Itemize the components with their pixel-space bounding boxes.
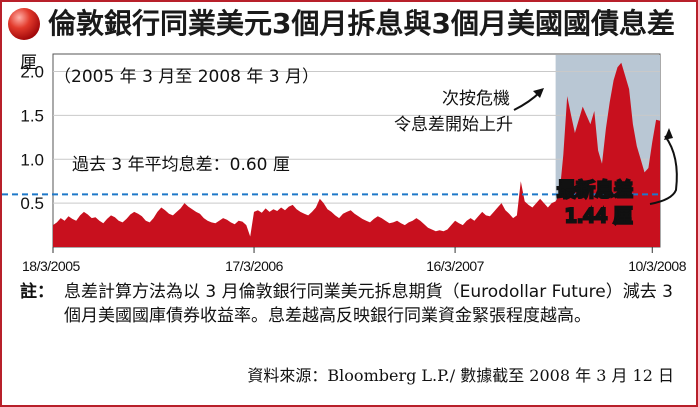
latest-arrowhead [664,128,673,140]
crisis-label-line-2: 令息差開始上升 [394,115,513,135]
y-tick-label: 1.5 [20,106,44,125]
latest-bracket [649,135,678,205]
chart-title: 倫敦銀行同業美元3個月拆息與3個月美國國債息差 [48,7,675,40]
latest-spread-label: 最新息差 [557,179,633,201]
x-tick-label: 16/3/2007 [426,258,484,274]
spread-area [53,62,660,247]
latest-spread-value: 1.44 厘 [565,205,632,227]
footnote-text: 息差計算方法為以 3 月倫敦銀行同業美元拆息期貨（Eurodollar Futu… [64,282,673,326]
x-tick-label: 17/3/2006 [225,258,283,274]
source-credit: 資料來源：Bloomberg L.P./ 數據截至 2008 年 3 月 12 … [247,366,674,385]
x-tick-label: 10/3/2008 [628,258,686,274]
crisis-arrowhead [533,88,544,98]
title-bar: 倫敦銀行同業美元3個月拆息與3個月美國國債息差 [2,2,696,46]
y-tick-label: 2.0 [20,63,44,82]
y-axis-ticks: 0.5 1.0 1.5 2.0 [20,63,44,214]
chart-subtitle: （2005 年 3 月至 2008 年 3 月） [54,67,319,87]
chart-area: 厘 （2005 年 3 月至 2008 年 3 月） 0.51.01.52.0 … [2,53,687,274]
crisis-label-line-1: 次按危機 [442,89,510,109]
footnote-mark: 註： [20,282,54,302]
red-ball-icon [8,8,40,40]
y-tick-label: 1.0 [20,150,44,169]
y-axis-unit: 厘 [20,53,37,73]
x-axis-ticks: 18/3/2005 17/3/2006 16/3/2007 10/3/2008 [22,247,687,274]
x-tick-label: 18/3/2005 [22,258,80,274]
average-label: 過去 3 年平均息差：0.60 厘 [72,155,290,175]
grid-lines [53,71,660,204]
y-tick-label: 0.5 [20,194,44,213]
